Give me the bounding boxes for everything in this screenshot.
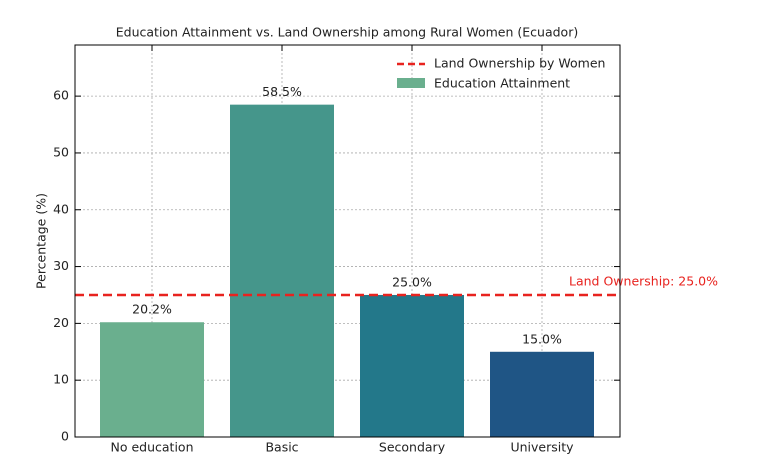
- y-tick-label: 10: [53, 372, 69, 387]
- axes-frame: [74, 44, 621, 438]
- value-label: 15.0%: [522, 331, 562, 346]
- chart-title: Education Attainment vs. Land Ownership …: [116, 25, 578, 40]
- value-label: 25.0%: [392, 274, 432, 289]
- y-tick-label: 40: [53, 201, 69, 216]
- y-tick-label: 20: [53, 315, 69, 330]
- bar: [360, 294, 464, 437]
- y-tick-label: 0: [61, 429, 69, 444]
- legend-label: Land Ownership by Women: [434, 56, 605, 71]
- bar: [490, 351, 594, 437]
- bar: [230, 104, 334, 438]
- y-axis-label: Percentage (%): [34, 193, 49, 289]
- x-tick-label: Basic: [265, 440, 298, 454]
- x-tick-label: University: [510, 440, 574, 454]
- y-tick-label: 50: [53, 144, 69, 159]
- reference-label: Land Ownership: 25.0%: [569, 273, 718, 288]
- x-tick-label: Secondary: [379, 440, 446, 454]
- legend-swatch: [397, 78, 425, 88]
- value-label: 20.2%: [132, 302, 172, 317]
- value-label: 58.5%: [262, 84, 302, 99]
- x-tick-label: No education: [111, 440, 194, 454]
- legend-label: Education Attainment: [434, 76, 570, 91]
- y-tick-label: 30: [53, 258, 69, 273]
- bar: [100, 322, 204, 437]
- y-tick-label: 60: [53, 88, 69, 103]
